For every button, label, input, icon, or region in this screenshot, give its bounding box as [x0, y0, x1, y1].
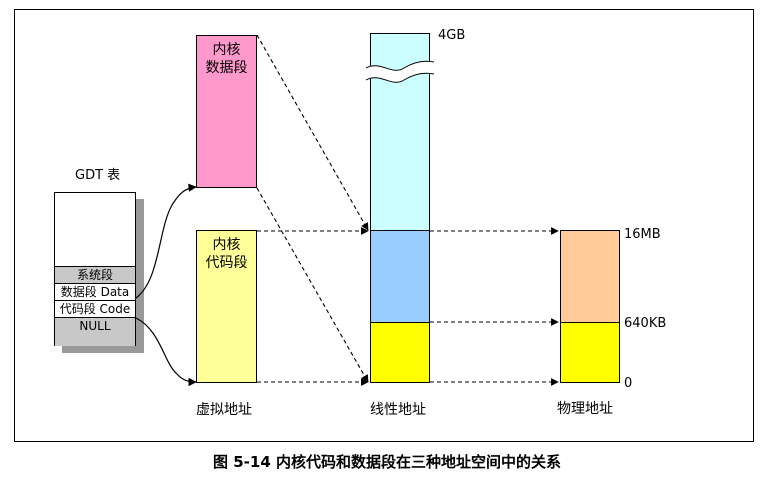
code-segment-label-line2: 代码段: [205, 255, 248, 271]
gdt-row-data: 数据段 Data: [55, 283, 135, 300]
virtual-code-segment: 内核 代码段: [196, 230, 257, 383]
gdt-title: GDT 表: [75, 168, 121, 183]
virtual-address-label: 虚拟地址: [196, 402, 252, 418]
figure-caption: 图 5-14 内核代码和数据段在三种地址空间中的关系: [213, 453, 561, 471]
data-seg-top-map: [256, 34, 369, 231]
linear-region-mid: [370, 230, 430, 323]
linear-top-label: 4GB: [438, 28, 466, 43]
figure-frame: [14, 9, 754, 442]
physical-0-label: 0: [624, 376, 633, 391]
data-segment-label-line2: 数据段: [205, 60, 248, 76]
virtual-data-segment: 内核 数据段: [196, 35, 257, 188]
gdt-data-arrow: [135, 183, 197, 299]
data-segment-label-line1: 内核: [212, 42, 241, 58]
linear-address-label: 线性地址: [370, 402, 426, 418]
code-segment-label-line1: 内核: [212, 237, 241, 253]
physical-640kb-label: 640KB: [624, 316, 667, 331]
linear-region-low: [370, 322, 430, 383]
gdt-table: 系统段 数据段 Data 代码段 Code NULL: [54, 192, 136, 346]
gdt-row-system: 系统段: [55, 266, 135, 283]
physical-region-high: [560, 230, 620, 323]
gdt-row-null: NULL: [55, 317, 135, 346]
gdt-row-code: 代码段 Code: [55, 300, 135, 317]
physical-16mb-label: 16MB: [624, 227, 661, 242]
gdt-code-arrow: [135, 317, 197, 387]
physical-region-low: [560, 322, 620, 383]
data-seg-bottom-map: [256, 187, 369, 383]
break-symbol: [366, 61, 434, 83]
physical-address-label: 物理地址: [557, 401, 613, 417]
